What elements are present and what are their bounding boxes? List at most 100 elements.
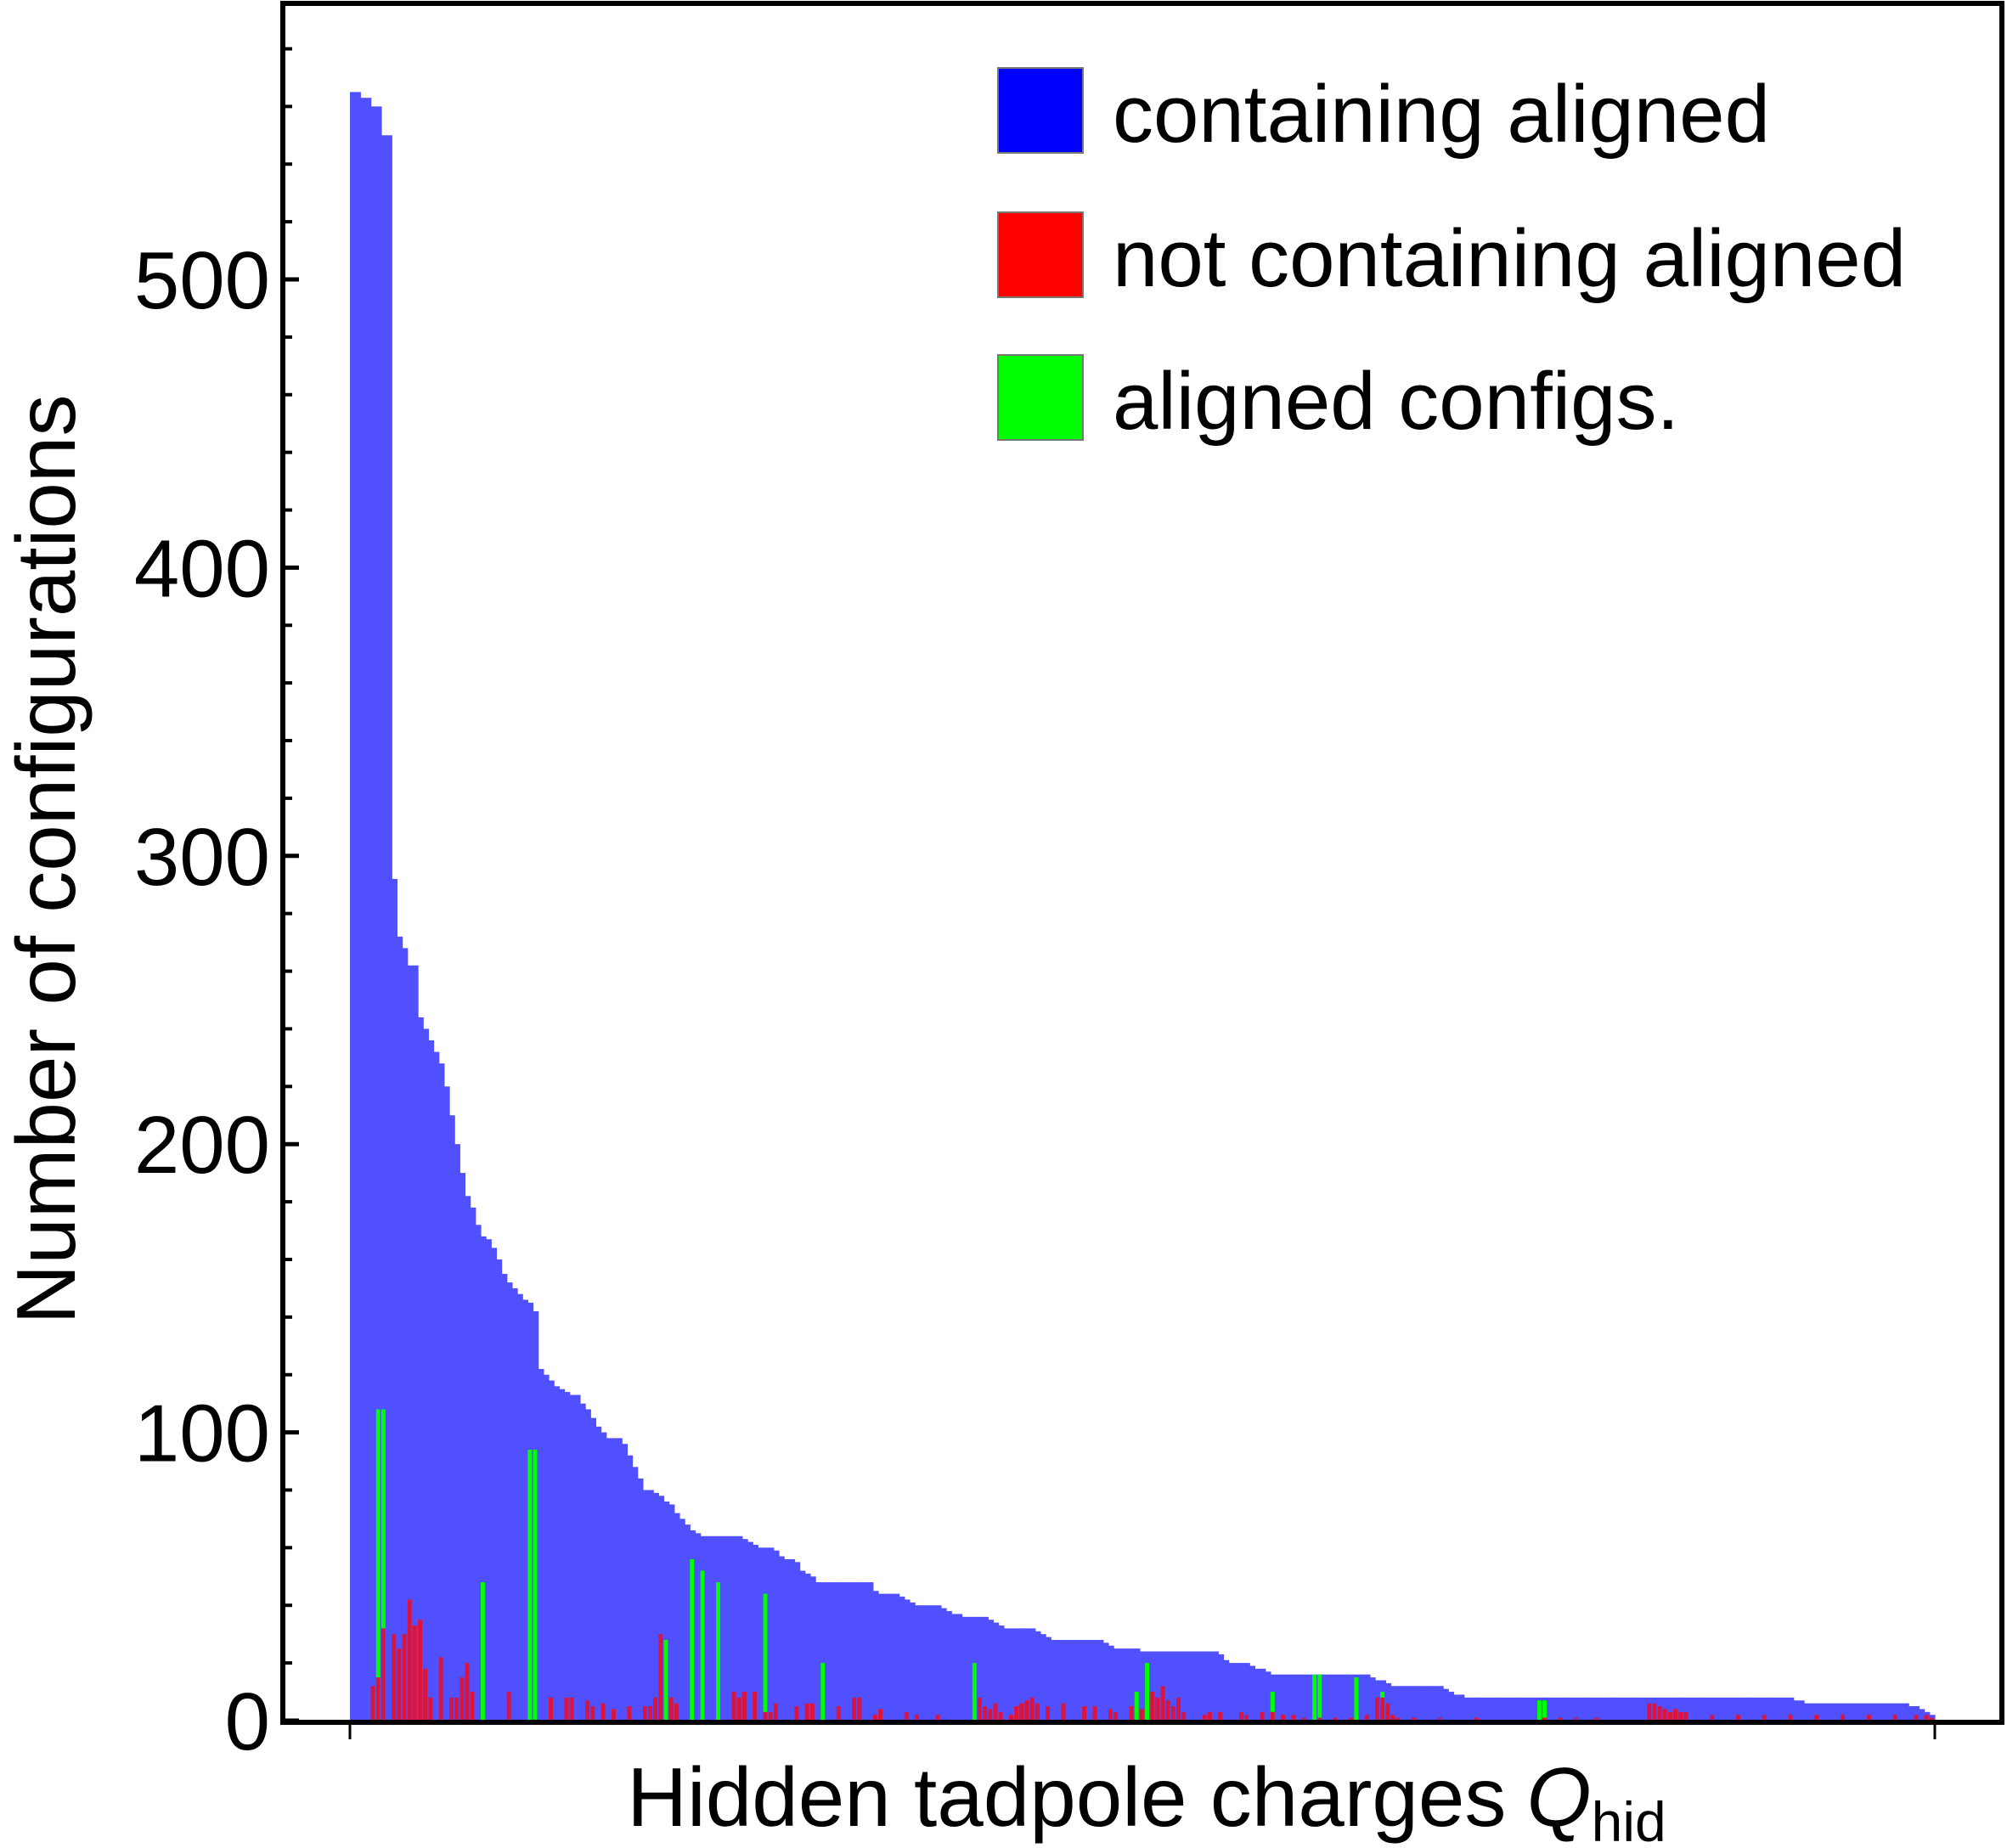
bar-containing — [1349, 1674, 1356, 1721]
bar-not-containing — [1024, 1700, 1029, 1721]
bar-containing — [606, 1438, 612, 1721]
bar-not-containing — [1244, 1715, 1249, 1721]
bar-not-containing — [1594, 1717, 1599, 1721]
bar-aligned — [1312, 1674, 1317, 1721]
bar-containing — [1040, 1634, 1046, 1721]
bar-not-containing — [627, 1706, 632, 1721]
bar-containing — [1773, 1697, 1779, 1721]
bar-containing — [1291, 1674, 1298, 1721]
bar-containing — [768, 1547, 775, 1721]
bar-containing — [1071, 1639, 1078, 1721]
bar-containing — [1809, 1703, 1815, 1721]
bar-containing — [1328, 1674, 1334, 1721]
y-tick-label: 200 — [134, 1100, 270, 1191]
bar-containing — [1260, 1668, 1266, 1721]
bar-containing — [1014, 1628, 1020, 1721]
bar-containing — [1427, 1686, 1434, 1721]
bar-containing — [940, 1608, 947, 1721]
legend-label-containing: containing aligned — [1113, 69, 1770, 160]
bar-containing — [852, 1582, 858, 1721]
bar-not-containing — [1892, 1715, 1897, 1721]
bar-not-containing — [988, 1709, 993, 1721]
bar-containing — [988, 1620, 995, 1721]
bar-containing — [1165, 1651, 1172, 1721]
bar-not-containing — [1474, 1717, 1479, 1721]
bar-not-containing — [1061, 1703, 1066, 1721]
bar-containing — [1338, 1674, 1345, 1721]
bar-containing — [632, 1467, 639, 1721]
bar-containing — [1903, 1703, 1909, 1721]
bar-containing — [847, 1582, 853, 1721]
bar-containing — [1783, 1697, 1790, 1721]
bar-containing — [1521, 1697, 1528, 1721]
bar-containing — [365, 98, 372, 1721]
bar-not-containing — [590, 1706, 595, 1721]
bar-containing — [454, 1144, 460, 1721]
bar-containing — [627, 1455, 634, 1721]
bar-not-containing — [402, 1634, 407, 1721]
bar-containing — [438, 1063, 445, 1721]
bar-not-containing — [1673, 1709, 1678, 1721]
bar-not-containing — [1260, 1711, 1265, 1721]
bar-containing — [799, 1570, 806, 1721]
bar-containing — [590, 1417, 597, 1721]
bar-containing — [402, 948, 409, 1721]
bar-not-containing — [1385, 1703, 1390, 1721]
bar-containing — [920, 1605, 927, 1721]
bar-containing — [1254, 1668, 1261, 1721]
bar-containing — [1563, 1697, 1570, 1721]
bar-containing — [983, 1616, 989, 1721]
bar-containing — [1621, 1697, 1627, 1721]
bar-containing — [894, 1593, 900, 1721]
bar-containing — [355, 92, 361, 1721]
bar-not-containing — [1181, 1711, 1187, 1721]
bar-containing — [1238, 1663, 1245, 1721]
bar-containing — [1908, 1706, 1914, 1721]
bar-containing — [784, 1558, 790, 1721]
bar-containing — [1495, 1697, 1502, 1721]
bar-containing — [559, 1389, 566, 1721]
bar-containing — [1296, 1674, 1303, 1721]
bar-containing — [1474, 1697, 1480, 1721]
bar-containing — [857, 1582, 864, 1721]
bar-containing — [1568, 1697, 1575, 1721]
bar-containing — [1223, 1659, 1230, 1721]
bar-containing — [1463, 1697, 1470, 1721]
bar-containing — [465, 1196, 471, 1721]
bar-containing — [1061, 1639, 1068, 1721]
bar-containing — [946, 1611, 952, 1721]
bar-not-containing — [1270, 1711, 1275, 1721]
bar-containing — [1835, 1703, 1841, 1721]
bar-containing — [1705, 1697, 1711, 1721]
bar-containing — [1087, 1639, 1094, 1721]
bar-containing — [836, 1582, 843, 1721]
bar-not-containing — [1914, 1715, 1919, 1721]
bar-not-containing — [1866, 1715, 1871, 1721]
bar-not-containing — [1150, 1692, 1155, 1721]
bar-containing — [491, 1248, 498, 1721]
bar-containing — [595, 1426, 602, 1721]
bar-not-containing — [1301, 1717, 1306, 1721]
bar-containing — [517, 1293, 523, 1721]
bar-containing — [815, 1582, 821, 1721]
bar-not-containing — [1281, 1715, 1286, 1721]
bar-not-containing — [804, 1703, 809, 1721]
bar-containing — [1699, 1697, 1705, 1721]
bar-containing — [1155, 1651, 1162, 1721]
bar-containing — [433, 1051, 440, 1721]
bar-not-containing — [600, 1703, 606, 1721]
bar-containing — [1197, 1651, 1204, 1721]
bar-containing — [1735, 1697, 1742, 1721]
bar-not-containing — [1207, 1711, 1212, 1721]
bar-not-containing — [1113, 1711, 1119, 1721]
bar-not-containing — [375, 1677, 381, 1721]
bar-containing — [1636, 1697, 1643, 1721]
bar-not-containing — [1710, 1715, 1715, 1721]
bar-containing — [1667, 1697, 1674, 1721]
bar-not-containing — [983, 1706, 988, 1721]
bar-not-containing — [753, 1692, 758, 1721]
bar-containing — [1594, 1697, 1601, 1721]
bar-containing — [1778, 1697, 1784, 1721]
bar-containing — [1301, 1674, 1308, 1721]
y-tick-label: 300 — [134, 812, 270, 903]
